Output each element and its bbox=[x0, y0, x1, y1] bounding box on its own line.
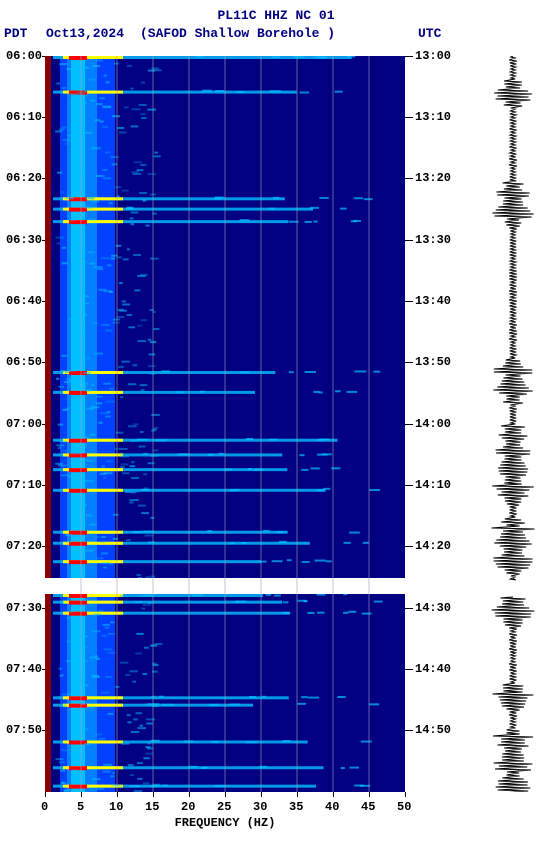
y-left-tick-label: 07:50 bbox=[2, 723, 42, 737]
x-tick bbox=[189, 792, 190, 797]
y-right-tick-label: 14:40 bbox=[415, 662, 451, 676]
y-right-tick bbox=[405, 546, 413, 547]
x-tick bbox=[369, 792, 370, 797]
x-tick bbox=[405, 792, 406, 797]
waveform-trace bbox=[488, 56, 538, 792]
y-left-tick-label: 06:20 bbox=[2, 171, 42, 185]
y-left-tick-label: 06:40 bbox=[2, 294, 42, 308]
x-tick-label: 50 bbox=[397, 800, 411, 814]
y-left-tick bbox=[42, 240, 45, 241]
y-left-tick bbox=[42, 485, 45, 486]
y-right-tick bbox=[405, 424, 413, 425]
y-right-tick-label: 13:40 bbox=[415, 294, 451, 308]
y-right-tick bbox=[405, 730, 413, 731]
x-tick-label: 10 bbox=[109, 800, 123, 814]
y-right-tick bbox=[405, 240, 413, 241]
y-right-tick bbox=[405, 485, 413, 486]
y-left-tick-label: 06:10 bbox=[2, 110, 42, 124]
y-right-tick-label: 13:50 bbox=[415, 355, 451, 369]
y-right-tick bbox=[405, 608, 413, 609]
x-tick-label: 45 bbox=[361, 800, 375, 814]
y-left-tick-label: 07:10 bbox=[2, 478, 42, 492]
y-left-tick bbox=[42, 546, 45, 547]
y-left-tick-label: 06:00 bbox=[2, 49, 42, 63]
y-right-tick bbox=[405, 362, 413, 363]
x-tick-label: 5 bbox=[77, 800, 84, 814]
y-right-tick-label: 14:20 bbox=[415, 539, 451, 553]
x-tick bbox=[117, 792, 118, 797]
y-right-tick bbox=[405, 117, 413, 118]
y-right-tick-label: 14:00 bbox=[415, 417, 451, 431]
x-tick-label: 40 bbox=[325, 800, 339, 814]
y-left-tick bbox=[42, 117, 45, 118]
station-label: (SAFOD Shallow Borehole ) bbox=[140, 26, 335, 41]
y-left-tick-label: 07:30 bbox=[2, 601, 42, 615]
spectrogram-plot bbox=[45, 56, 405, 792]
y-left-tick bbox=[42, 178, 45, 179]
x-tick-label: 25 bbox=[217, 800, 231, 814]
x-tick bbox=[333, 792, 334, 797]
timezone-right-label: UTC bbox=[418, 26, 441, 41]
y-right-tick-label: 14:10 bbox=[415, 478, 451, 492]
x-tick bbox=[297, 792, 298, 797]
x-tick-label: 35 bbox=[289, 800, 303, 814]
x-tick bbox=[153, 792, 154, 797]
y-left-tick bbox=[42, 301, 45, 302]
y-left-tick bbox=[42, 608, 45, 609]
y-right-tick-label: 13:00 bbox=[415, 49, 451, 63]
y-right-tick-label: 13:30 bbox=[415, 233, 451, 247]
chart-title: PL11C HHZ NC 01 bbox=[0, 8, 552, 23]
y-left-tick-label: 06:30 bbox=[2, 233, 42, 247]
timezone-left-label: PDT bbox=[4, 26, 27, 41]
y-left-tick bbox=[42, 730, 45, 731]
y-right-tick-label: 14:30 bbox=[415, 601, 451, 615]
y-right-tick-label: 14:50 bbox=[415, 723, 451, 737]
x-tick-label: 30 bbox=[253, 800, 267, 814]
y-right-tick bbox=[405, 56, 413, 57]
x-tick bbox=[45, 792, 46, 797]
x-tick bbox=[261, 792, 262, 797]
chart-header: PL11C HHZ NC 01 PDT Oct13,2024 (SAFOD Sh… bbox=[0, 0, 552, 56]
y-right-tick-label: 13:20 bbox=[415, 171, 451, 185]
y-left-tick bbox=[42, 669, 45, 670]
y-left-tick bbox=[42, 56, 45, 57]
spectrogram-svg bbox=[45, 56, 405, 792]
x-tick-label: 20 bbox=[181, 800, 195, 814]
y-right-tick-label: 13:10 bbox=[415, 110, 451, 124]
date-label: Oct13,2024 bbox=[46, 26, 124, 41]
y-left-tick bbox=[42, 362, 45, 363]
y-left-tick bbox=[42, 424, 45, 425]
y-left-tick-label: 07:20 bbox=[2, 539, 42, 553]
y-right-tick bbox=[405, 669, 413, 670]
x-tick-label: 15 bbox=[145, 800, 159, 814]
x-tick bbox=[81, 792, 82, 797]
y-left-tick-label: 07:40 bbox=[2, 662, 42, 676]
x-tick bbox=[225, 792, 226, 797]
x-axis-title: FREQUENCY (HZ) bbox=[0, 816, 450, 830]
y-right-tick bbox=[405, 301, 413, 302]
y-left-tick-label: 06:50 bbox=[2, 355, 42, 369]
x-tick-label: 0 bbox=[41, 800, 48, 814]
y-left-tick-label: 07:00 bbox=[2, 417, 42, 431]
y-right-tick bbox=[405, 178, 413, 179]
